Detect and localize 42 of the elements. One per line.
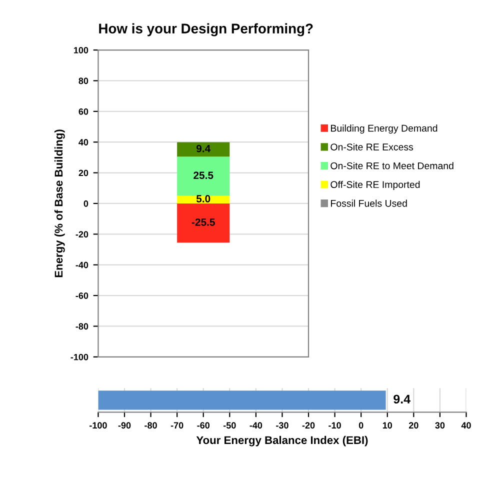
y-tick-label: 20 [78,170,88,176]
x-tick-label: -10 [328,422,341,429]
x-tick-label: 10 [382,422,392,429]
x-tick-label: 0 [358,422,364,429]
x-tick-label: -70 [170,422,184,429]
legend-label: On-Site RE to Meet Demand [330,162,454,170]
data-label: -25.5 [192,218,215,226]
y-tick-label: -60 [76,292,88,299]
x-tick-label: 20 [408,422,418,429]
legend-label: Fossil Fuels Used [331,200,407,207]
x-tick-label: -20 [302,422,315,429]
y-tick-label: -40 [76,262,88,268]
y-tick-label: 80 [78,78,88,84]
data-label: 9.4 [394,394,410,404]
y-axis-title: Energy (% of Base Building) [54,130,65,278]
bar [177,142,230,157]
x-tick-label: 30 [435,422,445,429]
x-tick-label: 40 [461,422,471,429]
x-tick-label: -30 [276,422,288,429]
data-label: 25.5 [194,172,214,180]
y-tick-label: 60 [78,108,88,115]
bar [177,156,230,196]
y-tick-label: 0 [84,200,88,207]
x-tick-label: -60 [197,422,210,429]
legend-label: Building Energy Demand [331,124,438,134]
x-tick-label: -80 [144,422,157,429]
x-tick-label: -40 [250,422,262,429]
chart-title: How is your Design Performing? [99,23,313,36]
legend-label: On-Site RE Excess [330,143,414,150]
x-tick-label: -90 [118,422,131,429]
y-tick-label: 100 [74,46,88,54]
x-tick-label: -100 [90,422,107,429]
x-axis-title: Your Energy Balance Index (EBI) [196,436,368,446]
y-tick-label: -20 [76,231,88,238]
y-tick-label: 40 [78,139,88,146]
y-tick-label: -100 [70,354,88,360]
data-label: 5.0 [196,195,210,202]
bar [177,203,230,243]
data-label: 9.4 [196,144,211,152]
x-tick-label: -50 [223,422,236,429]
legend-label: Off-Site RE Imported [330,180,420,190]
y-tick-label: -80 [76,323,88,330]
